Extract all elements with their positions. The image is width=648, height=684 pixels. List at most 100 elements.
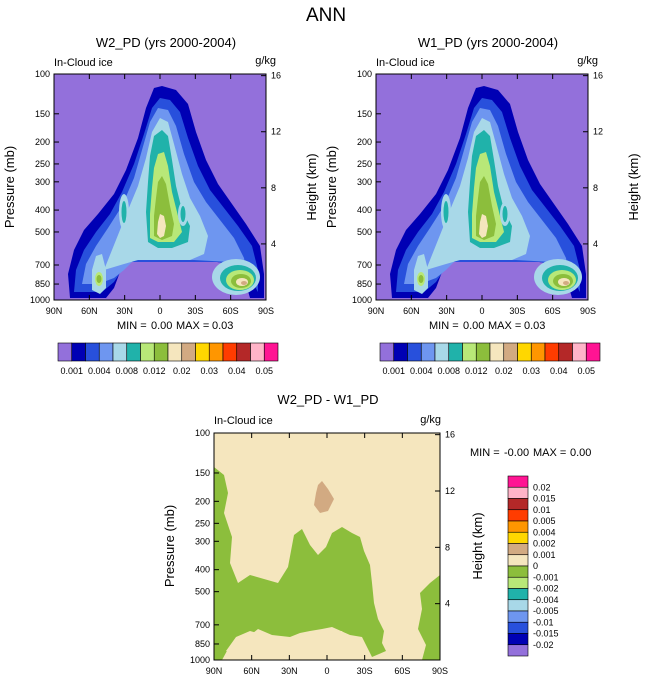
min-max-readout: MIN = 0.00 MAX = 0.03 bbox=[117, 320, 233, 332]
y-tick-label: 200 bbox=[357, 137, 372, 147]
colorbar-swatch bbox=[507, 475, 529, 488]
y-tick-label: 200 bbox=[195, 496, 210, 506]
colorbar-swatch bbox=[507, 621, 529, 634]
colorbar-swatch bbox=[379, 342, 395, 362]
min-value: 0.00 bbox=[151, 320, 172, 332]
colorbar-label: 0.02 bbox=[533, 482, 551, 492]
min-max-readout: MIN = 0.00 MAX = 0.03 bbox=[429, 320, 545, 332]
contour-level-8 bbox=[157, 214, 166, 238]
y2-tick-label: 16 bbox=[445, 430, 455, 440]
x-tick-label: 60S bbox=[394, 666, 410, 676]
units-label: g/kg bbox=[420, 414, 441, 426]
colorbar-label: -0.001 bbox=[533, 572, 559, 582]
y-tick-label: 150 bbox=[357, 109, 372, 119]
colorbar-label: -0.02 bbox=[533, 640, 554, 650]
y2-axis-label: Height (km) bbox=[470, 512, 485, 579]
colorbar-swatch bbox=[236, 342, 251, 362]
colorbar-label: 0 bbox=[533, 561, 538, 571]
colorbar-w2: 0.001 0.004 0.008 0.012 0.02 0.03 0.04 0.05 bbox=[57, 342, 279, 376]
x-tick-label: 30N bbox=[438, 306, 455, 316]
colorbar-label: 0.001 bbox=[533, 550, 556, 560]
colorbar-label: -0.015 bbox=[533, 629, 559, 639]
colorbar-swatch bbox=[507, 531, 529, 544]
variable-label: In-Cloud ice bbox=[54, 57, 113, 69]
colorbar-swatch bbox=[71, 342, 86, 362]
colorbar-label: 0.005 bbox=[533, 516, 556, 526]
contour-cell bbox=[121, 201, 127, 223]
x-tick-label: 0 bbox=[157, 306, 162, 316]
x-tick-label: 0 bbox=[324, 666, 329, 676]
y-tick-label: 300 bbox=[357, 177, 372, 187]
y2-tick-label: 4 bbox=[445, 599, 450, 609]
units-label: g/kg bbox=[255, 55, 276, 67]
min-label: MIN = bbox=[470, 447, 500, 459]
colorbar-swatch bbox=[222, 342, 238, 362]
colorbar-label: 0.001 bbox=[382, 366, 405, 376]
colorbar-label: -0.01 bbox=[533, 617, 554, 627]
colorbar-label: 0.008 bbox=[115, 366, 138, 376]
axis-ticks: 90N 60N 30N 0 30S 60S 90S 100 150 200 250 300 400 500… bbox=[30, 69, 281, 316]
x-tick-label: 30N bbox=[281, 666, 298, 676]
colorbar-swatch bbox=[585, 342, 601, 362]
colorbar-swatch bbox=[489, 342, 505, 362]
colorbar-label: 0.012 bbox=[143, 366, 166, 376]
y2-axis-label: Height (km) bbox=[626, 153, 641, 220]
x-tick-label: 60N bbox=[403, 306, 420, 316]
colorbar-swatch bbox=[208, 342, 224, 362]
colorbar-swatch bbox=[448, 342, 463, 362]
contour-cell bbox=[96, 275, 102, 283]
y2-tick-label: 12 bbox=[593, 127, 603, 137]
max-label: MAX = bbox=[488, 320, 521, 332]
x-tick-label: 60N bbox=[243, 666, 260, 676]
x-tick-label: 60N bbox=[81, 306, 98, 316]
y2-tick-label: 8 bbox=[445, 542, 450, 552]
contour-cell bbox=[241, 281, 247, 285]
y-tick-label: 700 bbox=[195, 620, 210, 630]
colorbar-label: -0.004 bbox=[533, 595, 559, 605]
colorbar-swatch bbox=[507, 633, 529, 646]
y-tick-label: 850 bbox=[35, 279, 50, 289]
variable-label: In-Cloud ice bbox=[376, 57, 435, 69]
colorbar-swatch bbox=[503, 342, 518, 362]
y-tick-label: 850 bbox=[357, 279, 372, 289]
colorbar-swatch bbox=[507, 520, 529, 533]
x-tick-label: 90N bbox=[46, 306, 63, 316]
colorbar-swatch bbox=[507, 554, 529, 567]
y-tick-label: 250 bbox=[35, 159, 50, 169]
colorbar-swatch bbox=[517, 342, 532, 362]
colorbar-swatch bbox=[112, 342, 128, 362]
y2-tick-label: 12 bbox=[271, 127, 281, 137]
colorbar-swatch bbox=[263, 342, 279, 362]
min-value: -0.00 bbox=[504, 447, 529, 459]
colorbar-label: 0.03 bbox=[522, 366, 540, 376]
min-label: MIN = bbox=[117, 320, 147, 332]
axis-ticks: 90N 60N 30N 0 30S 60S 90S 100 150 200 250 300 400 500… bbox=[352, 69, 603, 316]
y-tick-label: 150 bbox=[195, 468, 210, 478]
colorbar-swatch bbox=[507, 509, 529, 522]
colorbar-swatch bbox=[507, 610, 529, 623]
y2-tick-label: 16 bbox=[593, 71, 603, 81]
y-tick-label: 400 bbox=[357, 205, 372, 215]
negative-region-left bbox=[214, 467, 386, 660]
contour-field bbox=[214, 433, 440, 660]
colorbar-swatch bbox=[57, 342, 73, 362]
colorbar-label: -0.005 bbox=[533, 606, 559, 616]
colorbar-swatch bbox=[507, 498, 529, 511]
colorbar-swatch bbox=[475, 342, 491, 362]
x-tick-label: 90S bbox=[432, 666, 448, 676]
x-tick-label: 90N bbox=[206, 666, 223, 676]
axis-ticks: 90N 60N 30N 0 30S 60S 90S 100 150 200 250 300 400 500… bbox=[190, 428, 455, 676]
variable-label: In-Cloud ice bbox=[214, 415, 273, 427]
colorbar-swatch bbox=[420, 342, 436, 362]
units-label: g/kg bbox=[577, 55, 598, 67]
colorbar-swatch bbox=[462, 342, 477, 362]
colorbar-label: 0.05 bbox=[577, 366, 595, 376]
colorbar-swatch bbox=[195, 342, 210, 362]
x-tick-label: 30S bbox=[357, 666, 373, 676]
contour-cell bbox=[443, 201, 449, 223]
y-tick-label: 850 bbox=[195, 639, 210, 649]
colorbar-swatch bbox=[507, 576, 529, 589]
y2-tick-label: 4 bbox=[271, 239, 276, 249]
y-axis-label: Pressure (mb) bbox=[324, 146, 339, 228]
